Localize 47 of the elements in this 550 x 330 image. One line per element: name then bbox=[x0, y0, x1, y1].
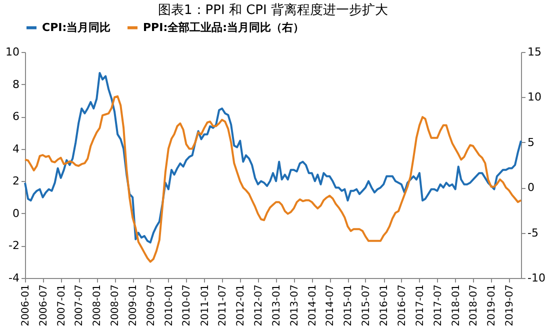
x-tick-label: 2016-07 bbox=[396, 284, 408, 326]
y2-tick-label: -10 bbox=[528, 272, 546, 284]
chart-title: 图表1：PPI 和 CPI 背离程度进一步扩大 bbox=[158, 2, 388, 18]
x-tick-label: 2014-07 bbox=[325, 284, 336, 326]
x-tick-label: 2006-07 bbox=[38, 284, 50, 326]
y2-tick-label: -5 bbox=[528, 226, 538, 240]
x-tick-label: 2016-01 bbox=[379, 284, 390, 326]
y-tick-label: -2 bbox=[8, 239, 20, 252]
x-tick-label: 2011-01 bbox=[200, 284, 211, 326]
x-tick-label: 2015-01 bbox=[343, 284, 354, 326]
line-series bbox=[24, 95, 522, 263]
x-tick-label: 2009-07 bbox=[146, 284, 157, 326]
legend-label: PPI:全部工业品:当月同比（右） bbox=[143, 20, 304, 34]
x-tick-label: 2018-07 bbox=[468, 284, 480, 326]
x-tick-label: 2019-01 bbox=[486, 284, 498, 326]
x-tick-label: 2013-07 bbox=[289, 284, 300, 326]
x-tick-label: 2014-01 bbox=[307, 284, 318, 326]
line-series bbox=[24, 72, 522, 244]
x-tick-label: 2008-01 bbox=[92, 284, 104, 326]
x-tick-label: 2019-07 bbox=[504, 284, 516, 326]
x-tick-label: 2007-07 bbox=[74, 284, 86, 326]
y-tick-label: 2 bbox=[12, 174, 20, 188]
x-tick-label: 2018-01 bbox=[450, 284, 462, 326]
x-tick-label: 2009-01 bbox=[128, 284, 140, 326]
legend-label: CPI:当月同比 bbox=[42, 20, 111, 34]
y-tick-label: 0 bbox=[12, 206, 20, 220]
x-tick-label: 2012-07 bbox=[253, 284, 264, 326]
x-tick-label: 2017-01 bbox=[414, 284, 426, 326]
x-tick-label: 2010-01 bbox=[164, 284, 175, 326]
y-tick-label: 10 bbox=[6, 46, 20, 58]
x-tick-label: 2015-07 bbox=[360, 284, 372, 326]
x-tick-label: 2008-07 bbox=[110, 284, 122, 326]
x-tick-label: 2011-07 bbox=[218, 284, 229, 326]
x-tick-label: 2006-01 bbox=[20, 284, 32, 326]
x-tick-label: 2017-07 bbox=[432, 284, 444, 326]
y2-tick-label: 0 bbox=[528, 181, 534, 194]
y2-tick-label: 15 bbox=[528, 46, 542, 58]
x-tick-label: 2012-01 bbox=[236, 284, 247, 326]
x-tick-label: 2013-01 bbox=[272, 284, 283, 326]
x-tick-label: 2007-01 bbox=[56, 284, 68, 326]
y-tick-label: -4 bbox=[8, 272, 20, 284]
x-tick-label: 2010-07 bbox=[182, 284, 193, 326]
y-tick-label: 4 bbox=[12, 142, 20, 156]
y-tick-label: 6 bbox=[12, 110, 20, 124]
y-tick-label: 8 bbox=[12, 78, 20, 91]
y2-tick-label: 5 bbox=[528, 136, 534, 149]
y2-tick-label: 10 bbox=[528, 90, 542, 104]
